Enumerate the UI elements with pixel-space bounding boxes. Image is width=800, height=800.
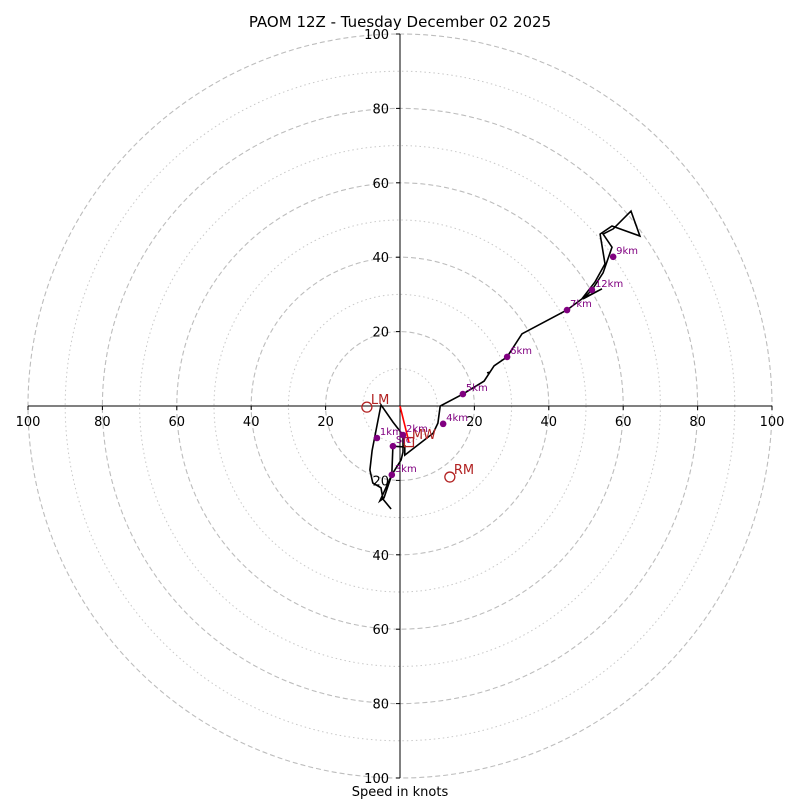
height-label-7km: 7km	[570, 299, 592, 310]
y-tick-label: 20	[372, 326, 389, 341]
x-tick-label: 40	[541, 415, 558, 430]
right-mover-marker	[444, 471, 456, 483]
height-label-5km: 5km	[466, 383, 488, 394]
y-tick-label: 40	[372, 251, 389, 266]
height-marker-6km	[503, 353, 511, 361]
x-tick-label: 80	[689, 415, 706, 430]
height-label-12km: 12km	[595, 279, 623, 290]
x-tick-label: 40	[243, 415, 260, 430]
height-label-3km: 3km	[395, 464, 417, 475]
tick-labels: 100 80 60 40 20 20 40 60 80 100100806040202040608…	[16, 28, 785, 787]
y-tick-label: 100	[364, 28, 389, 43]
x-tick-label: 60	[615, 415, 632, 430]
x-tick-label: 20	[317, 415, 334, 430]
height-marker-3km	[388, 471, 396, 479]
height-marker-7km	[563, 306, 571, 314]
mean-wind-label: MW	[412, 428, 436, 443]
height-label-sfc: Sfc	[396, 435, 411, 446]
mean-wind-arrow	[399, 405, 410, 443]
height-marker-4km	[439, 420, 447, 428]
left-mover-marker	[361, 401, 373, 413]
x-tick-label: 100	[760, 415, 785, 430]
mean-wind-marker	[403, 436, 415, 448]
x-tick-label: 20	[466, 415, 483, 430]
height-marker-9km	[609, 253, 617, 261]
x-tick-label: 80	[94, 415, 111, 430]
height-marker-2km	[399, 431, 407, 439]
height-label-1km: 1km	[380, 427, 402, 438]
height-marker-1km	[373, 434, 381, 442]
y-tick-label: 40	[372, 549, 389, 564]
height-label-4km: 4km	[446, 413, 468, 424]
height-marker-sfc	[389, 442, 397, 450]
y-tick-label: 80	[372, 698, 389, 713]
chart-title: PAOM 12Z - Tuesday December 02 2025	[249, 13, 551, 31]
height-marker-12km	[588, 286, 596, 294]
left-mover-label: LM	[371, 393, 389, 408]
height-label-9km: 9km	[616, 246, 638, 257]
height-marker-5km	[459, 390, 467, 398]
storm-motion-markers: LM RM MW	[361, 393, 474, 483]
y-tick-label: 80	[372, 102, 389, 117]
x-tick-label: 100	[16, 415, 41, 430]
y-tick-label: 100	[364, 772, 389, 787]
height-label-2km: 2km	[406, 424, 428, 435]
y-tick-label: 60	[372, 177, 389, 192]
y-tick-label: 60	[372, 623, 389, 638]
x-tick-label: 60	[169, 415, 186, 430]
height-label-6km: 6km	[510, 346, 532, 357]
x-axis-label: Speed in knots	[352, 785, 449, 800]
right-mover-label: RM	[454, 463, 474, 478]
